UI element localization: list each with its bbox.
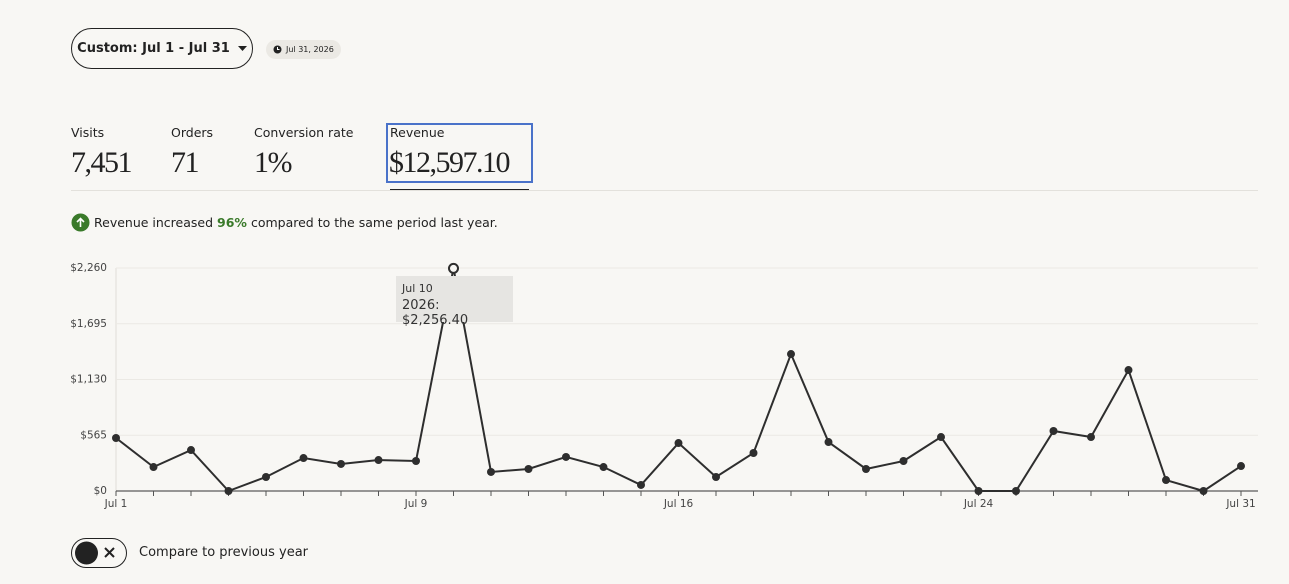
point xyxy=(1162,476,1170,485)
point xyxy=(599,463,608,472)
x-tick-label: Jul 16 xyxy=(663,498,694,510)
point xyxy=(374,456,383,465)
divider xyxy=(71,190,1258,191)
metric-value: 7,451 xyxy=(71,146,133,179)
point xyxy=(1012,487,1020,495)
point xyxy=(937,433,945,442)
point xyxy=(787,350,795,359)
metric-selected[interactable] xyxy=(386,123,533,183)
metric-label: Orders xyxy=(171,125,214,140)
y-tick-label: $0 xyxy=(94,485,107,497)
point xyxy=(824,438,833,447)
point xyxy=(487,467,495,476)
up-icon xyxy=(71,213,90,232)
insight-percent: 96% xyxy=(217,215,247,230)
point xyxy=(637,480,645,489)
insight: Revenue increased 96% compared to the sa… xyxy=(71,213,498,232)
insight-text: Revenue increased xyxy=(94,215,214,230)
point xyxy=(299,454,308,463)
date-range-label: Custom: Jul 1 - Jul 31 xyxy=(77,41,230,56)
y-tick-label: $1,130 xyxy=(70,374,107,386)
compare-toggle[interactable] xyxy=(71,538,127,568)
point xyxy=(1049,427,1058,436)
metric-value: 1% xyxy=(254,146,293,179)
metric-value: $12,597.10 xyxy=(389,146,511,179)
point xyxy=(974,487,983,495)
insight-text: compared to the same period last year. xyxy=(250,215,498,230)
point xyxy=(1087,433,1095,442)
x-tick-label: Jul 31 xyxy=(1225,498,1255,510)
point xyxy=(224,487,233,495)
point xyxy=(112,434,120,443)
hovered-point xyxy=(448,262,459,274)
point xyxy=(1237,462,1245,471)
point xyxy=(712,472,720,481)
date-badge: Jul 31, 2026 xyxy=(266,40,341,59)
point xyxy=(862,464,870,473)
point xyxy=(337,459,345,468)
point xyxy=(562,452,570,461)
metric-label: Visits xyxy=(71,125,105,140)
tooltip-value: 2026: $2,256.40 xyxy=(402,298,469,328)
y-tick-label: $565 xyxy=(80,429,107,441)
y-tick-label: $1,695 xyxy=(70,318,107,330)
point xyxy=(412,457,420,466)
point xyxy=(262,472,270,481)
tooltip-title: Jul 10 xyxy=(402,282,433,295)
point xyxy=(749,449,758,458)
y-tick-label: $2,260 xyxy=(70,262,107,274)
point xyxy=(187,446,195,455)
toggle-label: Compare to previous year xyxy=(139,545,308,560)
date-range-button[interactable]: Custom: Jul 1 - Jul 31 xyxy=(71,28,253,69)
clock-icon xyxy=(273,45,282,54)
point xyxy=(1199,487,1208,495)
x-tick-label: Jul 24 xyxy=(963,498,994,510)
metric-value: 71 xyxy=(171,146,200,179)
point xyxy=(524,464,533,473)
point xyxy=(674,439,683,448)
x-tick-label: Jul 1 xyxy=(104,498,128,510)
date-badge-text: Jul 31, 2026 xyxy=(286,45,334,54)
point xyxy=(899,457,908,466)
point xyxy=(149,463,158,472)
point xyxy=(1124,366,1133,375)
tooltip: Jul 10 2026: $2,256.40 xyxy=(396,276,513,328)
toggle-graphic xyxy=(75,541,115,565)
x-tick-label: Jul 9 xyxy=(404,498,428,510)
metric-label: Conversion rate xyxy=(254,125,354,140)
metric-label: Revenue xyxy=(390,125,445,140)
dropdown-caret xyxy=(237,45,247,51)
